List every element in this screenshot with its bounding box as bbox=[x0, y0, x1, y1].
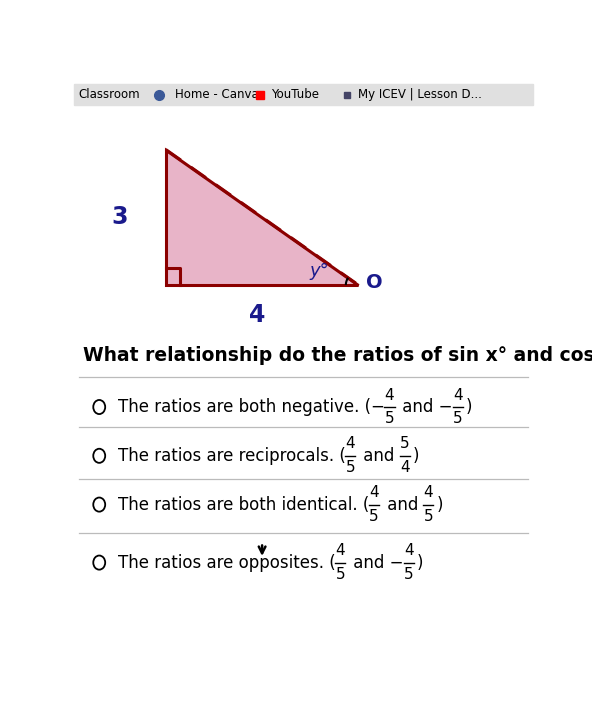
Text: 5: 5 bbox=[423, 509, 433, 524]
Text: and: and bbox=[358, 447, 400, 465]
Text: and −: and − bbox=[348, 553, 404, 572]
Text: The ratios are both negative. (−: The ratios are both negative. (− bbox=[118, 398, 384, 416]
Text: 5: 5 bbox=[369, 509, 379, 524]
Text: 4: 4 bbox=[453, 388, 463, 403]
Text: 5: 5 bbox=[346, 460, 355, 475]
Text: What relationship do the ratios of sin x° and cos y° share?: What relationship do the ratios of sin x… bbox=[83, 346, 592, 365]
Text: Home - Canva: Home - Canva bbox=[175, 88, 259, 101]
Text: and: and bbox=[382, 496, 423, 514]
Text: 5: 5 bbox=[336, 567, 345, 582]
Text: 4: 4 bbox=[346, 436, 355, 451]
Text: and −: and − bbox=[397, 398, 453, 416]
Text: 5: 5 bbox=[400, 436, 410, 451]
Text: 4: 4 bbox=[385, 388, 394, 403]
Text: 4: 4 bbox=[336, 543, 345, 558]
Text: The ratios are reciprocals. (: The ratios are reciprocals. ( bbox=[118, 447, 345, 465]
Text: YouTube: YouTube bbox=[271, 88, 319, 101]
Text: 4: 4 bbox=[400, 460, 410, 475]
Text: 5: 5 bbox=[404, 567, 413, 582]
Text: O: O bbox=[366, 273, 383, 292]
Text: 4: 4 bbox=[423, 485, 433, 500]
Text: 4: 4 bbox=[404, 543, 413, 558]
Text: The ratios are both identical. (: The ratios are both identical. ( bbox=[118, 496, 369, 514]
Text: 5: 5 bbox=[385, 411, 394, 427]
Text: ): ) bbox=[413, 447, 419, 465]
Text: My ICEV | Lesson D...: My ICEV | Lesson D... bbox=[359, 88, 482, 101]
Polygon shape bbox=[166, 149, 359, 285]
Text: 5: 5 bbox=[453, 411, 463, 427]
Text: 4: 4 bbox=[369, 485, 379, 500]
Text: ): ) bbox=[436, 496, 443, 514]
Bar bbox=[74, 84, 533, 105]
Text: 3: 3 bbox=[112, 206, 128, 230]
Text: Classroom: Classroom bbox=[79, 88, 140, 101]
Text: ): ) bbox=[416, 553, 423, 572]
Text: 4: 4 bbox=[249, 303, 266, 327]
Text: The ratios are opposites. (: The ratios are opposites. ( bbox=[118, 553, 335, 572]
Text: ): ) bbox=[466, 398, 472, 416]
Text: y°: y° bbox=[310, 263, 329, 280]
